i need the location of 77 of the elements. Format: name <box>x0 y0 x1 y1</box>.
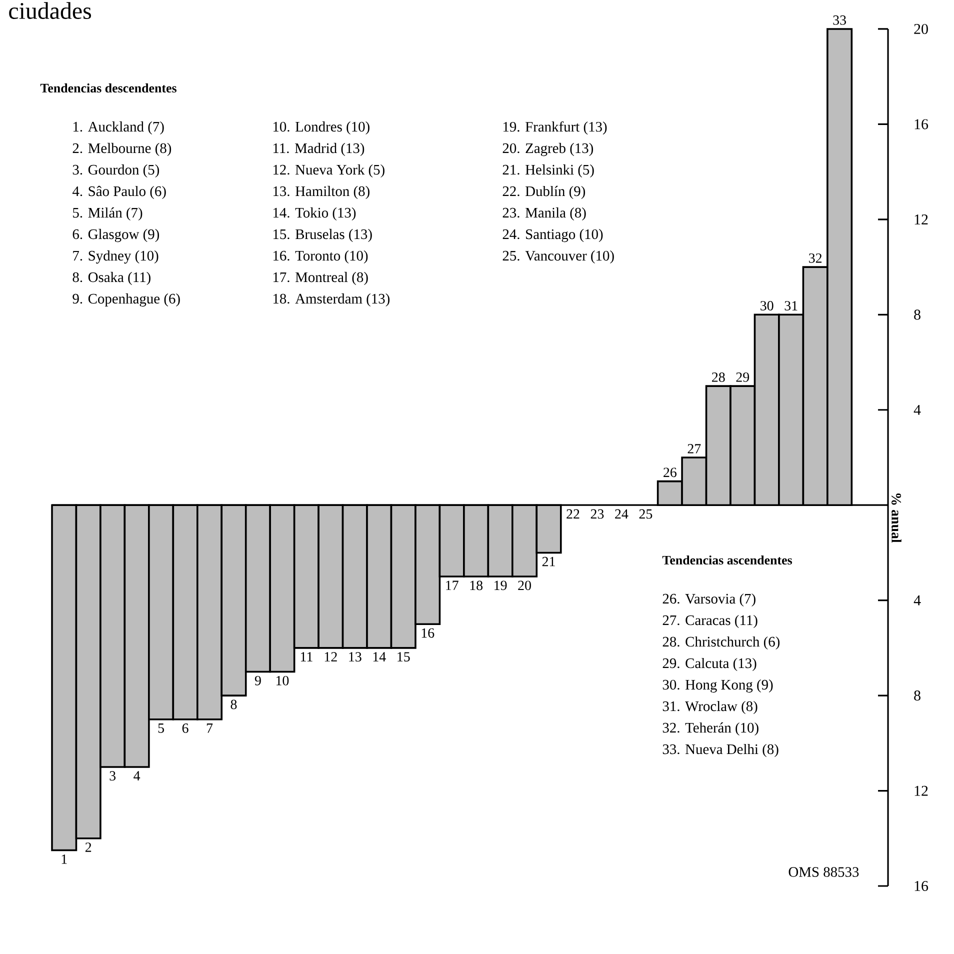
annotation: 6. Glasgow (9) <box>72 228 160 242</box>
annotation: 10. Londres (10) <box>273 121 370 135</box>
annotation: 2. Melbourne (8) <box>72 142 172 156</box>
x-tick-label: 13 <box>349 652 362 662</box>
y-tick-label: 12 <box>914 214 928 224</box>
x-tick-label: 32 <box>809 253 822 263</box>
annotation: 1. Auckland (7) <box>73 121 164 135</box>
chart-title: ciudades <box>9 2 91 20</box>
annotation: 9. Copenhague (6) <box>72 293 180 307</box>
x-tick-label: 21 <box>542 556 555 566</box>
x-tick-label: 11 <box>300 652 312 662</box>
x-tick-label: 27 <box>688 444 701 454</box>
x-tick-label: 26 <box>664 468 676 478</box>
annotation: 21. Helsinki (5) <box>502 164 594 178</box>
annotation: 14. Tokio (13) <box>273 207 356 221</box>
x-tick-label: 5 <box>158 724 164 733</box>
annotation: 23. Manila (8) <box>502 207 586 221</box>
annotation: 22. Dublín (9) <box>502 186 586 200</box>
annotation: 32. Teherán (10) <box>662 722 758 736</box>
y-tick-label: 16 <box>914 119 928 130</box>
annotation: OMS 88533 <box>788 867 859 877</box>
x-tick-label: 33 <box>833 15 846 25</box>
annotation: 13. Hamilton (8) <box>273 186 370 200</box>
annotation: 7. Sydney (10) <box>73 250 158 264</box>
x-tick-label: 30 <box>760 301 774 310</box>
annotation: Tendencias ascendentes <box>662 555 792 565</box>
annotation: 31. Wroclaw (8) <box>662 700 758 714</box>
x-tick-label: 2 <box>85 842 92 852</box>
x-tick-label: 15 <box>398 652 410 662</box>
annotation: 8. Osaka (11) <box>72 272 150 286</box>
x-tick-label: 12 <box>324 652 337 662</box>
y-tick-label: 4 <box>914 595 921 606</box>
annotation: 18. Amsterdam (13) <box>273 293 390 307</box>
x-tick-label: 24 <box>615 509 628 519</box>
annotation: 25. Vancouver (10) <box>502 250 614 264</box>
x-tick-label: 23 <box>590 509 604 519</box>
annotation: 15. Bruselas (13) <box>273 228 372 242</box>
x-tick-label: 6 <box>182 724 188 733</box>
annotation: 17. Montreal (8) <box>273 272 368 286</box>
y-tick-label: 4 <box>914 404 921 415</box>
annotation: 5. Milán (7) <box>73 207 142 221</box>
annotation: 27. Caracas (11) <box>662 614 758 628</box>
annotation: 30. Hong Kong (9) <box>662 679 773 693</box>
annotation: 29. Calcuta (13) <box>662 658 756 672</box>
annotation: 12. Nueva York (5) <box>273 164 384 178</box>
annotation: 20. Zagreb (13) <box>502 142 594 156</box>
y-tick-label: 16 <box>914 880 928 892</box>
annotation: 11. Madrid (13) <box>273 142 364 156</box>
x-tick-label: 14 <box>373 652 386 662</box>
annotation: 28. Christchurch (6) <box>662 636 780 650</box>
annotation: 3. Gourdon (5) <box>72 164 160 178</box>
x-tick-label: 29 <box>736 372 750 382</box>
y-tick-label: 8 <box>914 690 920 701</box>
x-tick-label: 28 <box>712 372 725 382</box>
annotation: Tendencias descendentes <box>40 83 176 93</box>
x-tick-label: 22 <box>566 509 580 519</box>
x-tick-label: 7 <box>206 724 213 733</box>
y-tick-label: 8 <box>914 310 920 320</box>
annotation: 26. Varsovia (7) <box>662 593 756 607</box>
x-tick-label: 1 <box>62 854 67 864</box>
y-axis-title: % anual <box>892 494 902 543</box>
x-tick-label: 3 <box>110 771 116 781</box>
x-tick-label: 25 <box>639 509 652 519</box>
annotation: 16. Toronto (10) <box>273 250 368 264</box>
annotation: 19. Frankfurt (13) <box>503 121 607 135</box>
x-tick-label: 31 <box>784 301 798 310</box>
x-tick-label: 17 <box>446 580 458 590</box>
x-tick-label: 20 <box>518 580 531 590</box>
annotation: 4. Sâo Paulo (6) <box>72 186 166 200</box>
x-tick-label: 10 <box>276 676 289 686</box>
x-tick-label: 19 <box>494 580 507 590</box>
x-tick-label: 18 <box>470 580 483 590</box>
annotation: 24. Santiago (10) <box>502 228 603 242</box>
x-tick-label: 9 <box>254 676 261 686</box>
y-tick-label: 20 <box>914 24 928 34</box>
y-tick-label: 12 <box>914 786 928 796</box>
annotation: 33. Nueva Delhi (8) <box>662 744 778 758</box>
